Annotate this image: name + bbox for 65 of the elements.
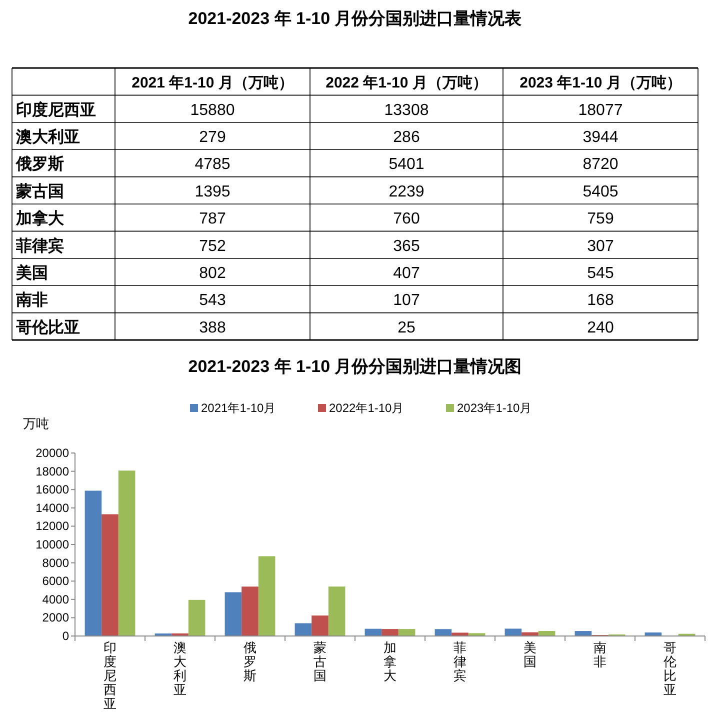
x-tick-label: 俄罗斯 bbox=[244, 640, 256, 683]
y-tick-label: 6000 bbox=[42, 574, 70, 588]
data-label: 787 bbox=[199, 210, 226, 228]
data-label: 802 bbox=[199, 265, 226, 282]
data-label: 307 bbox=[587, 238, 614, 255]
x-tick-label: 南非 bbox=[594, 640, 606, 669]
category-label: 俄罗斯 bbox=[15, 155, 64, 174]
category-label: 菲律宾 bbox=[15, 236, 64, 255]
data-label: 759 bbox=[587, 210, 614, 228]
data-label: 1395 bbox=[194, 183, 230, 200]
x-tick-label: 菲律宾 bbox=[454, 640, 466, 683]
data-label: 388 bbox=[199, 319, 226, 336]
data-label: 543 bbox=[199, 292, 226, 310]
data-label: 240 bbox=[587, 319, 614, 336]
x-tick-label: 美国 bbox=[524, 640, 536, 669]
x-tick-label: 印度尼西亚 bbox=[104, 640, 116, 711]
y-tick-label: 16000 bbox=[36, 482, 70, 497]
category-label: 澳大利亚 bbox=[15, 128, 80, 146]
y-axis-title: 万吨 bbox=[23, 416, 49, 431]
data-label: 13308 bbox=[384, 102, 429, 119]
y-tick-label: 10000 bbox=[36, 538, 70, 552]
y-tick-label: 20000 bbox=[36, 446, 70, 460]
text: 2023 年1-10 月（万吨） bbox=[520, 74, 682, 92]
y-tick-label: 2000 bbox=[42, 610, 70, 625]
data-label: 545 bbox=[587, 265, 614, 282]
data-label: 8720 bbox=[582, 156, 618, 174]
text: 2021-2023 年 1-10 月份分国别进口量情况表 bbox=[188, 9, 523, 28]
data-label: 18077 bbox=[578, 102, 623, 119]
y-tick-label: 4000 bbox=[42, 592, 70, 606]
x-tick-label: 蒙古国 bbox=[314, 640, 326, 683]
y-tick-label: 12000 bbox=[36, 519, 70, 534]
data-label: 279 bbox=[199, 129, 226, 146]
data-label: 25 bbox=[398, 319, 416, 336]
category-label: 加拿大 bbox=[15, 210, 65, 228]
data-label: 4785 bbox=[194, 156, 230, 174]
legend-label: 2021年1-10月 bbox=[201, 401, 276, 415]
data-label: 752 bbox=[199, 238, 226, 255]
category-label: 印度尼西亚 bbox=[16, 100, 96, 119]
chart-title: 2021-2023 年 1-10 月份分国别进口量情况图 bbox=[188, 357, 522, 376]
category-label: 蒙古国 bbox=[15, 182, 64, 200]
x-tick-label: 澳大利亚 bbox=[174, 640, 186, 697]
y-tick-label: 18000 bbox=[36, 464, 70, 478]
legend-label: 2022年1-10月 bbox=[329, 401, 404, 415]
y-tick-label: 14000 bbox=[36, 500, 70, 515]
category-label: 美国 bbox=[15, 263, 48, 282]
text: 2021 年1-10 月（万吨） bbox=[132, 74, 294, 92]
category-label: 哥伦比亚 bbox=[15, 318, 80, 336]
x-tick-label: 哥伦比亚 bbox=[664, 640, 676, 697]
data-label: 365 bbox=[393, 238, 420, 255]
y-tick-label: 0 bbox=[62, 629, 70, 643]
data-label: 168 bbox=[587, 292, 614, 310]
data-label: 107 bbox=[393, 292, 420, 310]
data-label: 760 bbox=[393, 210, 420, 228]
text: 2022 年1-10 月（万吨） bbox=[326, 74, 488, 92]
category-label: 南非 bbox=[15, 291, 48, 310]
data-label: 3944 bbox=[582, 129, 618, 146]
data-label: 15880 bbox=[190, 102, 235, 119]
data-label: 407 bbox=[393, 265, 420, 282]
data-label: 2239 bbox=[388, 183, 424, 200]
x-tick-label: 加拿大 bbox=[384, 640, 396, 683]
data-label: 5401 bbox=[388, 156, 424, 174]
y-tick-label: 8000 bbox=[42, 556, 70, 570]
legend-label: 2023年1-10月 bbox=[457, 401, 532, 415]
data-label: 5405 bbox=[582, 183, 618, 200]
data-label: 286 bbox=[393, 129, 420, 146]
